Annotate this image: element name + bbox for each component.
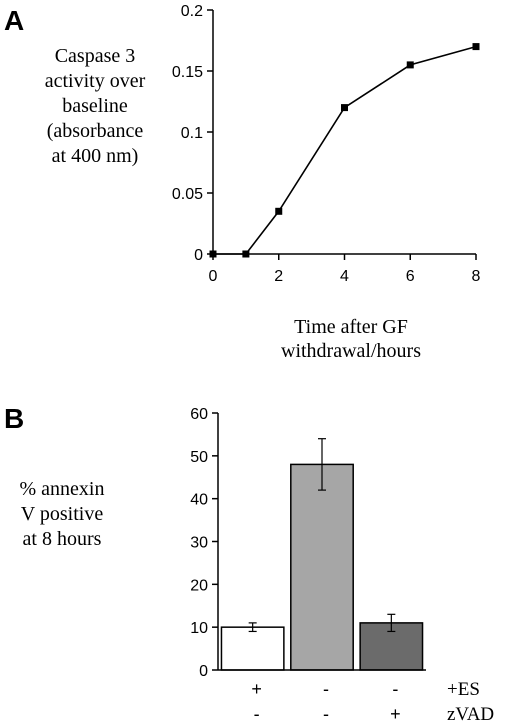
panel-a-xlabel-line: Time after GF [294,316,408,338]
panel-a-axes: 0 0.05 0.1 0.15 0.2 0 2 4 6 8 [172,3,481,285]
panel-a-series-line [213,45,477,255]
panel-a-data-point [209,250,217,258]
panel-b-condition-sign: + [390,704,401,724]
panel-a-ylabel-line: baseline [62,95,128,117]
panel-b-ylabel-line: at 8 hours [23,528,102,550]
panel-a-data-point [275,207,283,215]
panel-a-ylabel-line: activity over [45,70,146,92]
panel-b-condition-sign: - [323,679,329,699]
panel-b-condition-sign: + [251,679,262,699]
panel-a-ytick-label: 0.15 [172,64,203,81]
panel-a-xtick-label: 6 [406,268,415,285]
panel-a-data-point [242,250,250,258]
panel-b-ytick-label: 40 [190,492,208,509]
panel-b-ytick-label: 0 [199,663,208,680]
panel-b-ytick-label: 20 [190,577,208,594]
panel-b-bar [220,626,285,671]
panel-a-ylabel-line: at 400 nm) [52,145,139,167]
panel-b-condition-name: zVAD [447,704,494,725]
panel-b-condition-sign: - [323,704,329,724]
panel-b-condition-sign: - [392,679,398,699]
panel-a-xtick-label: 2 [274,268,283,285]
panel-a-ytick-label: 0 [194,247,203,264]
panel-a-xtick-label: 8 [472,268,481,285]
panel-a-xtick-label: 0 [209,268,218,285]
panel-b-bar [290,463,354,671]
panel-a-data-point [406,61,414,69]
panel-b-conditions: + - - +ES - - + zVAD [251,679,494,725]
panel-b-ylabel-line: V positive [21,503,104,525]
panel-a-ylabel-line: (absorbance [47,120,144,142]
panel-a-ytick-label: 0.05 [172,186,203,203]
panel-b-letter: B [4,403,24,434]
panel-b-condition-sign: - [254,704,260,724]
panel-a-letter: A [4,5,24,36]
panel-b-axes: 0 10 20 30 40 50 60 [190,406,426,680]
panel-b-condition-name: +ES [447,679,480,700]
panel-b-ylabel: % annexin V positive at 8 hours [20,478,105,550]
panel-b-ytick-label: 30 [190,535,208,552]
panel-a-data-point [341,104,348,112]
panel-b-ylabel-line: % annexin [20,478,105,500]
panel-b-ytick-label: 60 [190,406,208,423]
panel-a-data-point [472,43,480,51]
panel-a-xtick-label: 4 [340,268,349,285]
panel-a-ylabel-line: Caspase 3 [55,45,136,67]
panel-a-ytick-label: 0.2 [181,3,203,20]
panel-a-ylabel: Caspase 3 activity over baseline (absorbanc… [45,45,146,167]
panel-a-ytick-label: 0.1 [181,125,203,142]
panel-a-xlabel-line: withdrawal/hours [281,340,421,362]
panel-b-ytick-label: 50 [190,449,208,466]
panel-b-ytick-label: 10 [190,620,208,637]
